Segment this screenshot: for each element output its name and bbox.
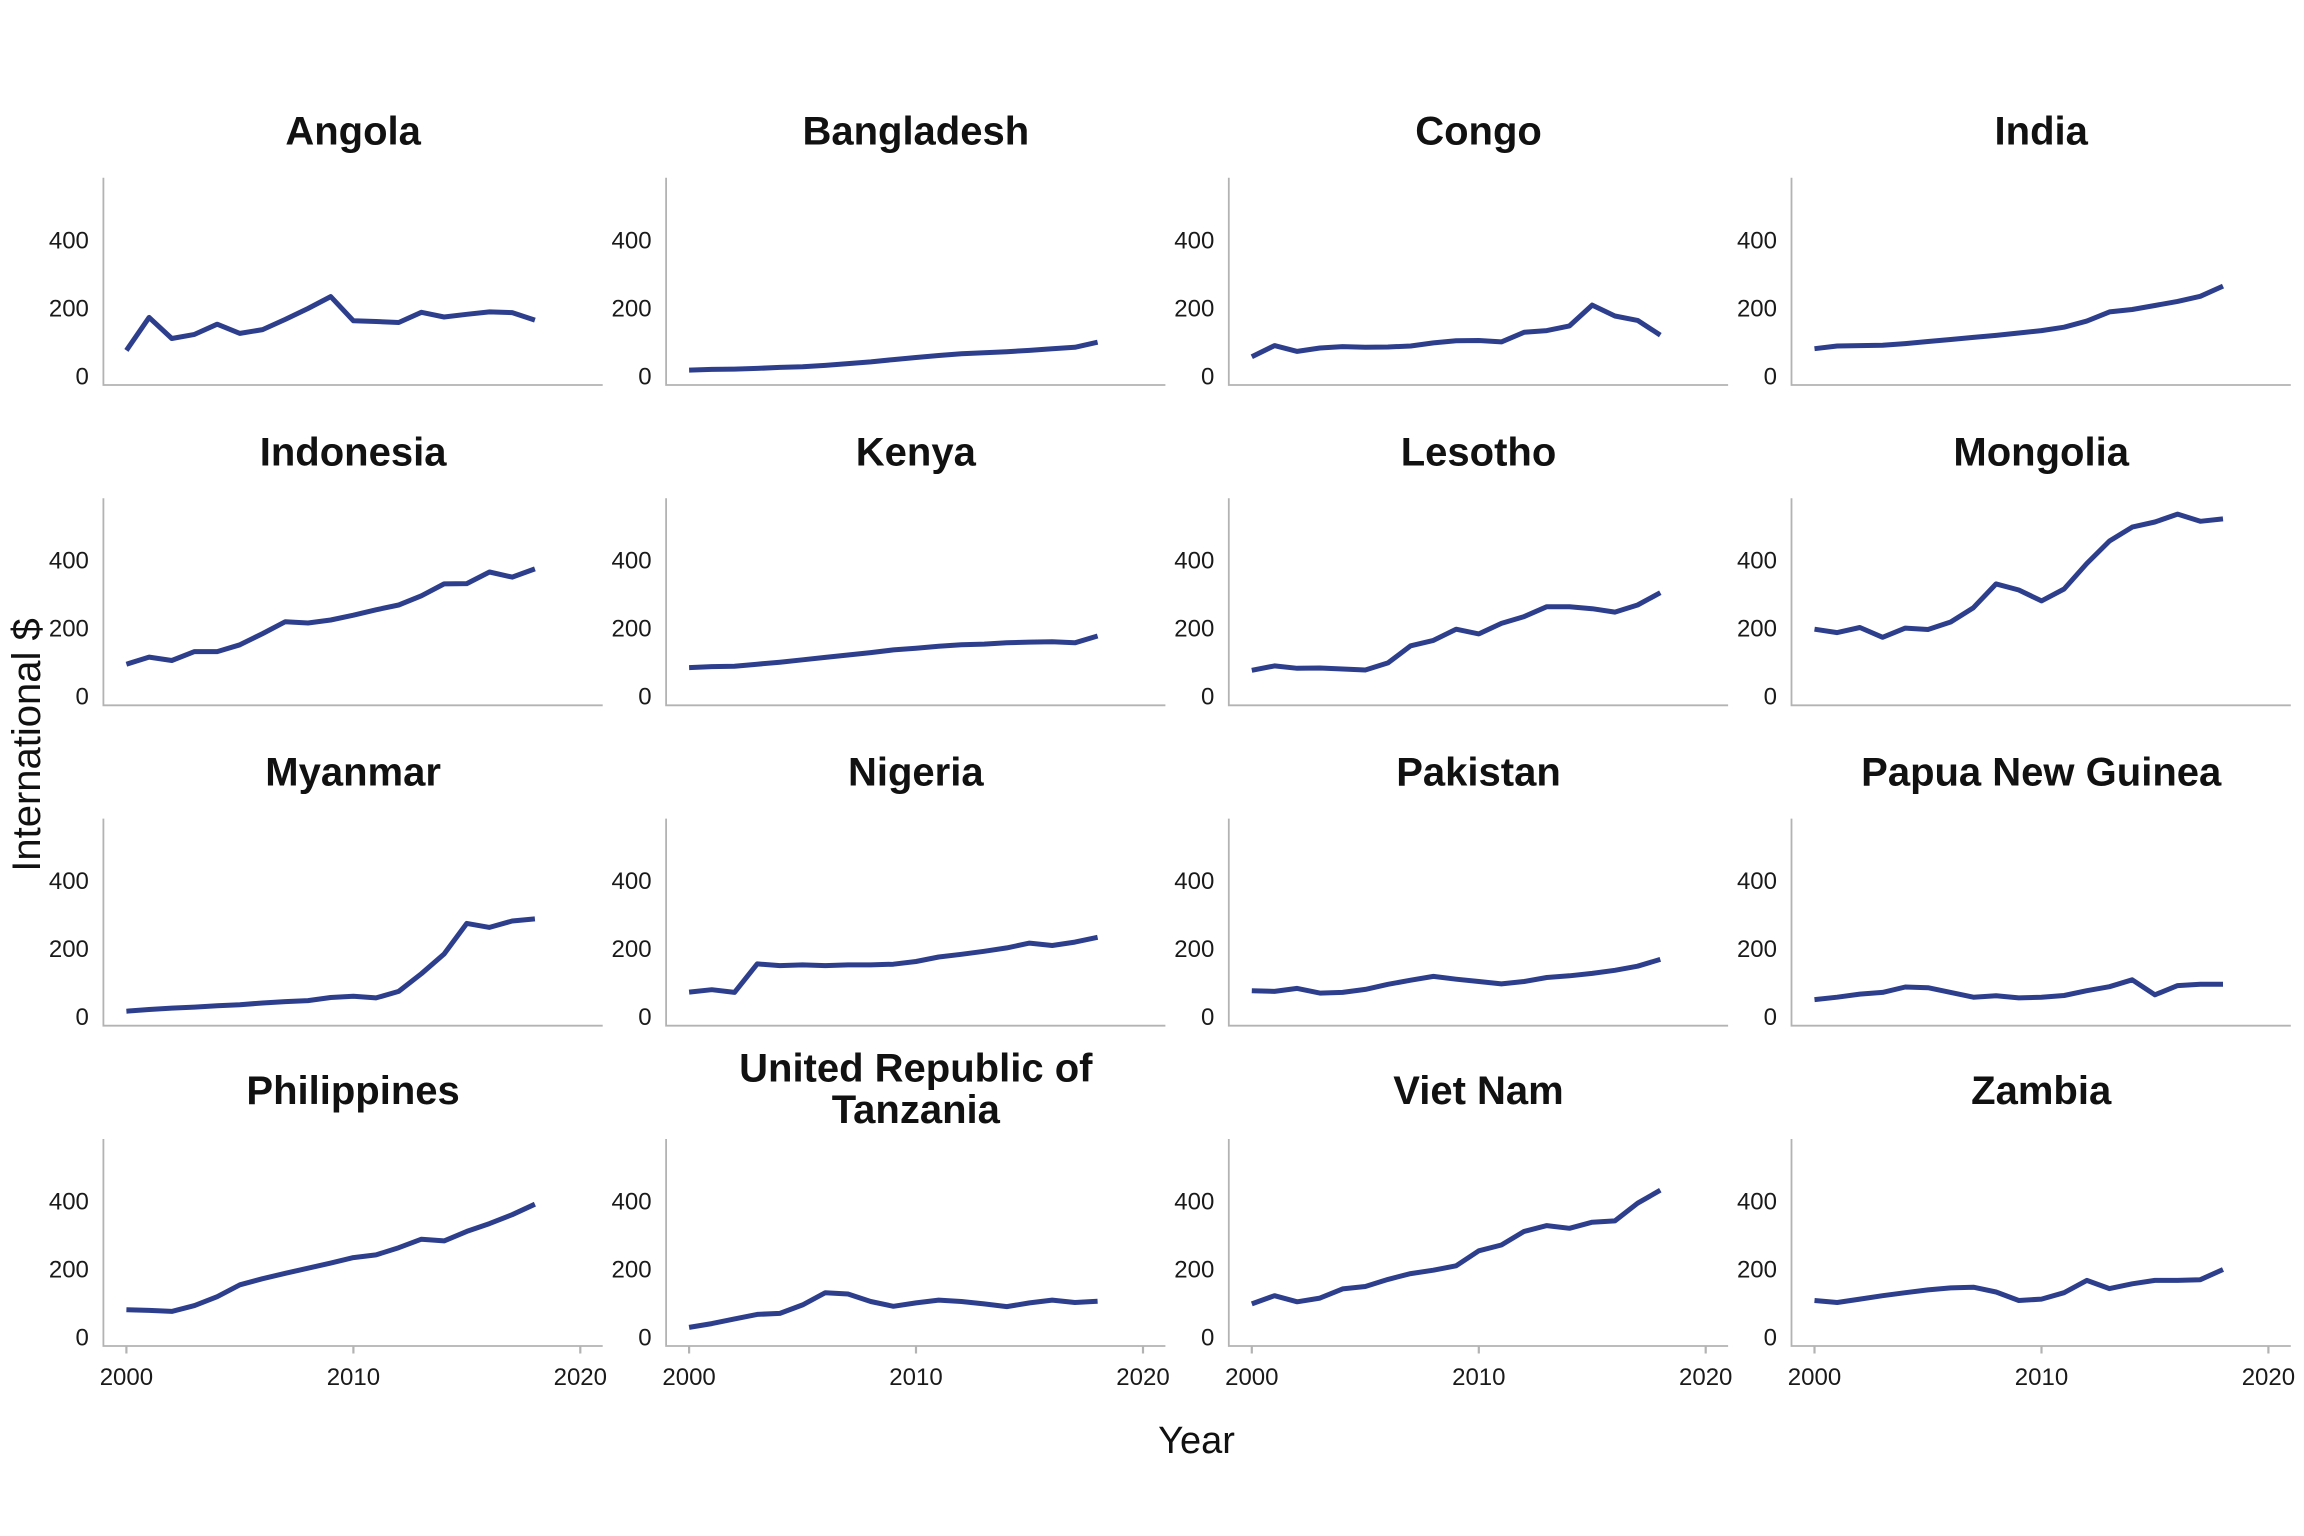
- svg-text:2010: 2010: [1452, 1364, 1505, 1391]
- svg-text:Bangladesh: Bangladesh: [802, 110, 1029, 154]
- svg-text:2000: 2000: [1788, 1364, 1841, 1391]
- svg-text:200: 200: [49, 1256, 89, 1283]
- svg-text:2000: 2000: [662, 1364, 715, 1391]
- svg-text:400: 400: [1174, 1188, 1214, 1215]
- svg-text:0: 0: [1764, 684, 1777, 711]
- svg-text:United Republic of: United Republic of: [739, 1047, 1093, 1091]
- svg-text:200: 200: [1737, 1256, 1777, 1283]
- svg-text:400: 400: [49, 1188, 89, 1215]
- svg-text:200: 200: [49, 295, 89, 322]
- svg-text:200: 200: [49, 616, 89, 643]
- svg-text:400: 400: [1174, 548, 1214, 575]
- svg-text:Indonesia: Indonesia: [260, 430, 447, 474]
- svg-text:200: 200: [1737, 295, 1777, 322]
- svg-text:Philippines: Philippines: [246, 1069, 459, 1113]
- svg-text:2010: 2010: [2015, 1364, 2068, 1391]
- svg-text:200: 200: [612, 295, 652, 322]
- svg-text:400: 400: [612, 1188, 652, 1215]
- svg-text:200: 200: [612, 616, 652, 643]
- svg-text:0: 0: [1764, 363, 1777, 390]
- svg-text:2020: 2020: [1116, 1364, 1169, 1391]
- svg-text:400: 400: [49, 548, 89, 575]
- svg-text:0: 0: [76, 1004, 89, 1031]
- svg-text:Lesotho: Lesotho: [1401, 430, 1557, 474]
- svg-text:200: 200: [612, 936, 652, 963]
- svg-text:0: 0: [638, 1004, 651, 1031]
- svg-text:Papua New Guinea: Papua New Guinea: [1861, 751, 2222, 795]
- svg-text:Angola: Angola: [285, 110, 421, 154]
- svg-text:Tanzania: Tanzania: [832, 1088, 1001, 1132]
- svg-text:400: 400: [1737, 1188, 1777, 1215]
- svg-text:Viet Nam: Viet Nam: [1393, 1069, 1563, 1113]
- svg-text:400: 400: [1737, 548, 1777, 575]
- svg-text:0: 0: [76, 363, 89, 390]
- svg-text:0: 0: [1201, 363, 1214, 390]
- svg-text:0: 0: [1764, 1324, 1777, 1351]
- svg-text:2010: 2010: [889, 1364, 942, 1391]
- svg-text:0: 0: [1201, 684, 1214, 711]
- svg-text:400: 400: [49, 868, 89, 895]
- svg-text:200: 200: [1174, 616, 1214, 643]
- svg-text:0: 0: [76, 1324, 89, 1351]
- svg-text:Myanmar: Myanmar: [265, 751, 441, 795]
- svg-text:0: 0: [1201, 1324, 1214, 1351]
- svg-text:Congo: Congo: [1415, 110, 1542, 154]
- svg-text:400: 400: [612, 227, 652, 254]
- svg-text:400: 400: [1174, 868, 1214, 895]
- svg-text:2020: 2020: [2242, 1364, 2295, 1391]
- svg-text:400: 400: [612, 548, 652, 575]
- svg-text:0: 0: [76, 684, 89, 711]
- svg-text:Pakistan: Pakistan: [1396, 751, 1561, 795]
- svg-text:400: 400: [1174, 227, 1214, 254]
- svg-text:200: 200: [1737, 936, 1777, 963]
- svg-text:India: India: [1995, 110, 2089, 154]
- svg-text:0: 0: [638, 1324, 651, 1351]
- svg-text:0: 0: [1201, 1004, 1214, 1031]
- svg-text:2000: 2000: [1225, 1364, 1278, 1391]
- svg-text:200: 200: [1174, 936, 1214, 963]
- svg-text:Mongolia: Mongolia: [1953, 430, 2129, 474]
- svg-text:Nigeria: Nigeria: [848, 751, 984, 795]
- svg-text:0: 0: [638, 363, 651, 390]
- svg-text:2010: 2010: [327, 1364, 380, 1391]
- svg-text:400: 400: [612, 868, 652, 895]
- svg-text:International $: International $: [5, 618, 49, 872]
- svg-text:Zambia: Zambia: [1971, 1069, 2112, 1113]
- svg-text:400: 400: [49, 227, 89, 254]
- svg-text:Kenya: Kenya: [856, 430, 977, 474]
- svg-text:200: 200: [49, 936, 89, 963]
- svg-text:200: 200: [1174, 1256, 1214, 1283]
- svg-text:0: 0: [1764, 1004, 1777, 1031]
- svg-text:200: 200: [1174, 295, 1214, 322]
- svg-text:2020: 2020: [1679, 1364, 1732, 1391]
- svg-text:200: 200: [1737, 616, 1777, 643]
- svg-text:Year: Year: [1158, 1420, 1235, 1462]
- svg-text:2020: 2020: [554, 1364, 607, 1391]
- svg-text:400: 400: [1737, 868, 1777, 895]
- svg-text:0: 0: [638, 684, 651, 711]
- svg-text:200: 200: [612, 1256, 652, 1283]
- svg-text:2000: 2000: [100, 1364, 153, 1391]
- svg-text:400: 400: [1737, 227, 1777, 254]
